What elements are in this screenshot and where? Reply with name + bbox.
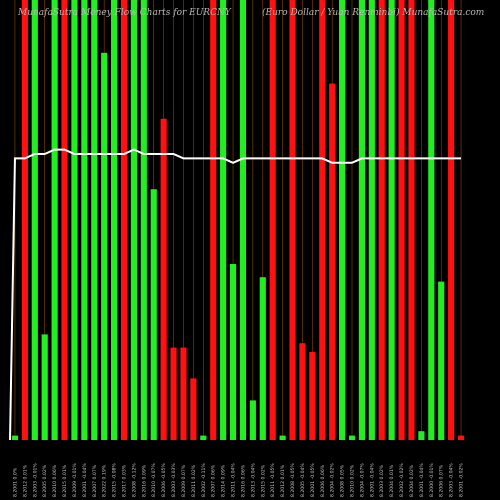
bar xyxy=(309,352,316,440)
x-tick-label: 8.2006 -0.05% xyxy=(161,463,167,497)
x-tick-label: 8.2001 -0.05% xyxy=(310,463,316,497)
bar xyxy=(239,0,247,440)
x-tick-label: 8.2014 0.09% xyxy=(221,464,227,497)
bar xyxy=(130,0,137,440)
bar xyxy=(21,0,28,440)
x-tick-label: 8.2015 0.01% xyxy=(62,464,68,497)
bar xyxy=(339,0,346,440)
x-tick-label: 8.2012 0.01% xyxy=(280,464,286,497)
x-tick-label: 8.2010 0.02% xyxy=(350,464,356,497)
bar xyxy=(249,400,256,440)
x-tick-label: 8.2003 -0.03% xyxy=(171,463,177,497)
bar xyxy=(200,435,207,440)
bar xyxy=(299,343,306,440)
bar xyxy=(329,83,336,440)
bar xyxy=(457,435,465,440)
bar xyxy=(259,277,266,440)
bar xyxy=(101,52,108,441)
bar xyxy=(81,0,88,440)
x-tick-label: 8.2005 -0.04% xyxy=(300,463,306,497)
x-tick-label: 8.2010 0.06% xyxy=(52,464,58,497)
bar xyxy=(438,281,445,440)
x-tick-label: 8.2006 0.07% xyxy=(439,464,445,497)
chart-title-left: MunafaSutra Money Flow Charts for EURCNY xyxy=(18,8,231,18)
bar xyxy=(220,0,227,440)
x-tick-label: 8.2015 -0.08% xyxy=(112,463,118,497)
x-tick-label: 8.2001 -0.04% xyxy=(82,463,88,497)
x-tick-label: 8.2003 0.02% xyxy=(379,464,385,497)
bar xyxy=(388,0,395,440)
x-tick-label: 8.2001 0.0% xyxy=(12,467,18,497)
bar xyxy=(150,189,157,440)
x-axis-labels: 8.2001 0.0% 8.2012 0.01% 8.2003 -0.01% 8.20… xyxy=(12,463,464,497)
price-line xyxy=(9,148,462,441)
bar xyxy=(180,347,187,440)
x-tick-label: 8.2004 -0.02% xyxy=(330,463,336,497)
x-tick-label: 8.2004 -0.07% xyxy=(359,463,365,497)
x-tick-label: 8.2016 0.06% xyxy=(240,464,246,497)
bar xyxy=(190,378,197,440)
bar xyxy=(61,0,68,440)
money-flow-bars xyxy=(11,0,465,441)
bar xyxy=(448,0,455,440)
x-tick-label: 8.2013 -0.04% xyxy=(250,463,256,497)
x-tick-label: 8.2011 -0.05% xyxy=(270,463,276,497)
x-tick-label: 8.2004 0.02% xyxy=(409,464,415,497)
bar xyxy=(111,0,118,440)
bar xyxy=(120,0,128,440)
x-tick-label: 8.2004 0.01% xyxy=(389,464,395,497)
bar xyxy=(229,264,237,440)
x-tick-label: 8.2017 0.03% xyxy=(122,464,128,497)
x-tick-label: 8.2011 0.02% xyxy=(191,464,197,497)
bar xyxy=(210,0,217,440)
bar xyxy=(41,334,48,440)
x-tick-label: 8.2010 -0.07% xyxy=(151,463,157,497)
bar xyxy=(289,0,296,440)
bar xyxy=(71,0,78,440)
x-tick-label: 8.2016 0.09% xyxy=(141,464,147,497)
x-tick-label: 8.2001 -0.02% xyxy=(459,463,465,497)
bar xyxy=(418,431,425,440)
x-tick-label: 8.2002 -0.02% xyxy=(399,463,405,497)
bar xyxy=(279,435,286,440)
x-tick-label: 8.2008 0.05% xyxy=(340,464,346,497)
bar xyxy=(358,0,365,440)
chart-title-right: (Euro Dollar / Yuan Renminbi) MunafaSutr… xyxy=(262,8,485,18)
bar xyxy=(170,347,177,440)
x-tick-label: 8.2009 -0.01% xyxy=(72,463,78,497)
x-tick-label: 8.2000 -0.01% xyxy=(429,463,435,497)
x-tick-label: 8.2022 0.19% xyxy=(102,464,108,497)
x-tick-label: 8.2001 -0.04% xyxy=(419,463,425,497)
bar xyxy=(160,118,167,441)
x-tick-label: 8.2008 -0.12% xyxy=(131,463,137,497)
bar xyxy=(91,0,98,440)
x-tick-label: 8.2015 0.02% xyxy=(260,464,266,497)
bar xyxy=(408,0,415,440)
x-tick-label: 8.2011 -0.04% xyxy=(231,463,237,497)
x-tick-label: 8.2012 0.01% xyxy=(22,464,28,497)
bar xyxy=(51,0,58,440)
bar xyxy=(140,0,147,440)
x-tick-label: 8.2002 -0.11% xyxy=(201,463,207,497)
bar xyxy=(398,0,405,440)
bar xyxy=(428,0,435,440)
x-tick-label: 8.2003 -0.01% xyxy=(32,463,38,497)
bar xyxy=(348,435,356,440)
x-tick-label: 8.2001 -0.04% xyxy=(369,463,375,497)
x-tick-label: 8.2007 0.06% xyxy=(211,464,217,497)
x-tick-label: 8.2009 0.07% xyxy=(181,464,187,497)
bar xyxy=(31,0,38,440)
bar xyxy=(319,0,326,440)
x-tick-label: 8.2006 0.06% xyxy=(320,464,326,497)
bar xyxy=(378,0,385,440)
x-tick-label: 8.2005 0.02% xyxy=(42,464,48,497)
bar xyxy=(368,0,375,440)
bar xyxy=(269,0,276,440)
x-tick-label: 8.2003 -0.04% xyxy=(449,463,455,497)
x-tick-label: 8.2007 0.07% xyxy=(92,464,98,497)
bar xyxy=(11,435,19,440)
x-tick-label: 8.2008 -0.05% xyxy=(290,463,296,497)
